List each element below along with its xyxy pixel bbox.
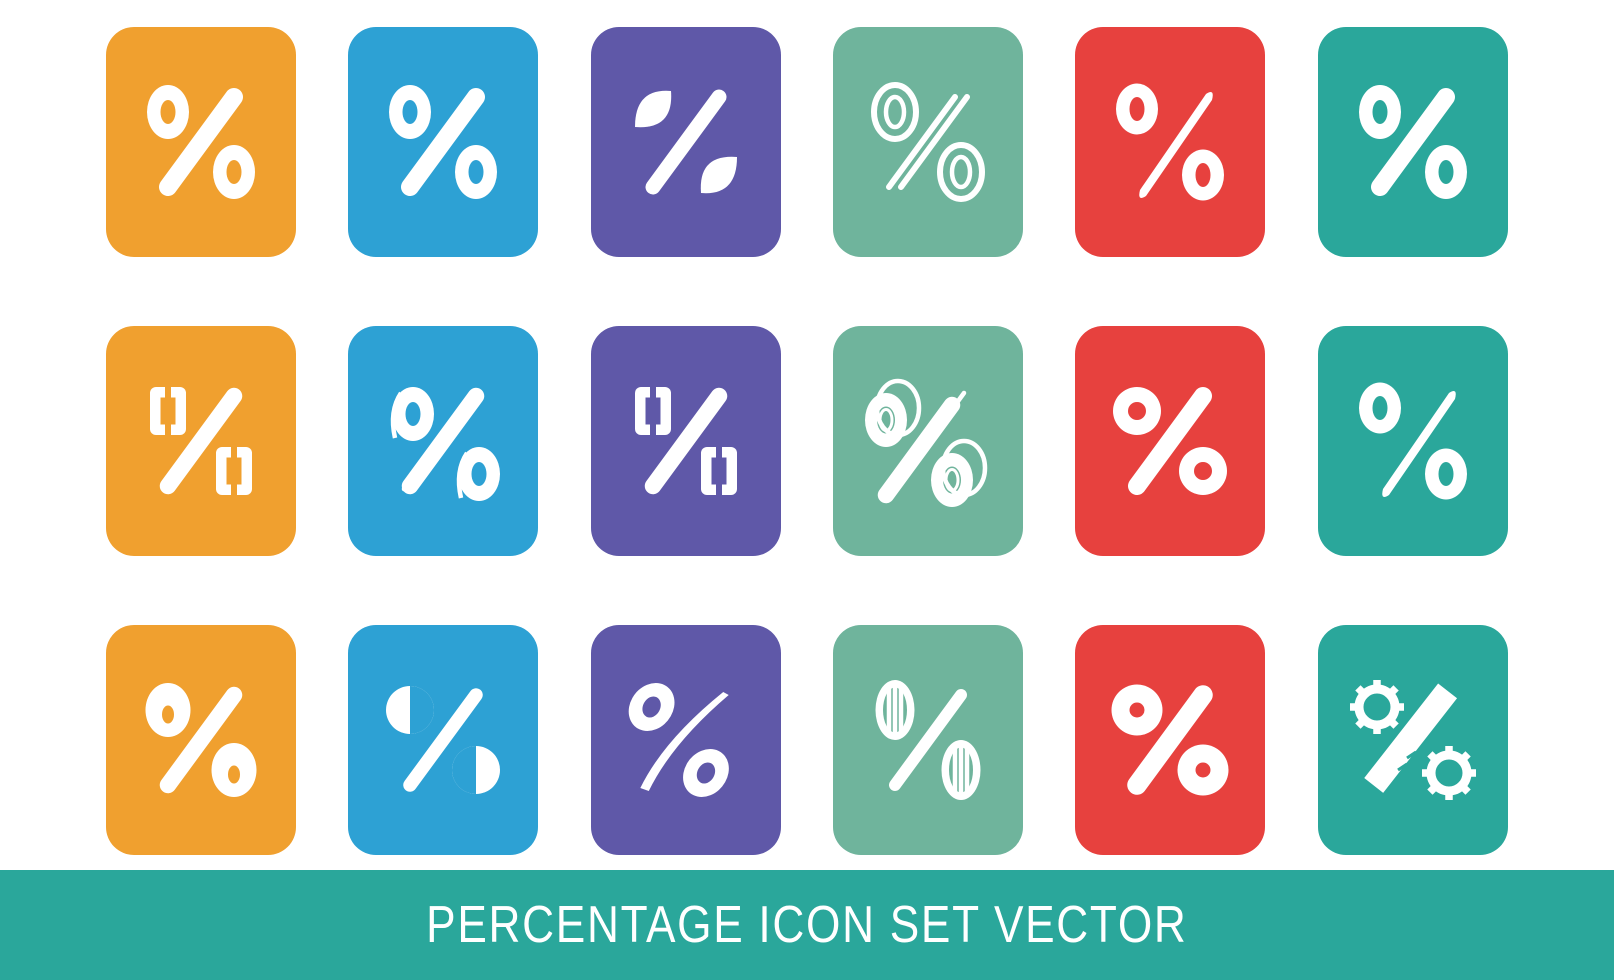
percent-tile-stencil	[106, 326, 296, 556]
percent-tile-round	[1075, 326, 1265, 556]
percent-tile-italic	[591, 625, 781, 855]
percent-tile-stencil	[591, 326, 781, 556]
percent-tile-eye	[106, 625, 296, 855]
percent-icon-bold-icon	[126, 67, 276, 217]
percent-tile-leaf	[591, 27, 781, 257]
percent-icon-halfmoon-icon	[368, 665, 518, 815]
percent-tile-halfmoon	[348, 625, 538, 855]
percent-tile-bold	[106, 27, 296, 257]
percent-icon-outline-icon	[853, 67, 1003, 217]
percent-icon-bold-icon	[1338, 67, 1488, 217]
percent-icon-round-icon	[1095, 366, 1245, 516]
percent-tile-bold	[1318, 27, 1508, 257]
percent-tile-gear	[1318, 625, 1508, 855]
percent-icon-eye-icon	[126, 665, 276, 815]
percent-tile-striped	[833, 625, 1023, 855]
percent-icon-leaf-icon	[611, 67, 761, 217]
percent-icon-bold-icon	[368, 67, 518, 217]
percent-tile-outline	[833, 27, 1023, 257]
percent-tile-serif	[1318, 326, 1508, 556]
percent-tile-serif	[1075, 27, 1265, 257]
percent-tile-dot	[1075, 625, 1265, 855]
percent-icon-serif-icon	[1338, 366, 1488, 516]
percent-tile-iso3d	[833, 326, 1023, 556]
percent-icon-stencil-icon	[611, 366, 761, 516]
percent-icon-shadow-icon	[368, 366, 518, 516]
title-text: PERCENTAGE ICON SET VECTOR	[426, 895, 1187, 955]
percent-icon-italic-icon	[611, 665, 761, 815]
percent-icon-serif-icon	[1095, 67, 1245, 217]
percent-icon-gear-icon	[1338, 665, 1488, 815]
percent-icon-stencil-icon	[126, 366, 276, 516]
icon-grid	[0, 0, 1614, 860]
percent-icon-dot-icon	[1095, 665, 1245, 815]
percent-tile-bold	[348, 27, 538, 257]
percent-icon-striped-icon	[853, 665, 1003, 815]
percent-tile-shadow	[348, 326, 538, 556]
title-banner: PERCENTAGE ICON SET VECTOR	[0, 870, 1614, 980]
percent-icon-iso3d-icon	[853, 366, 1003, 516]
